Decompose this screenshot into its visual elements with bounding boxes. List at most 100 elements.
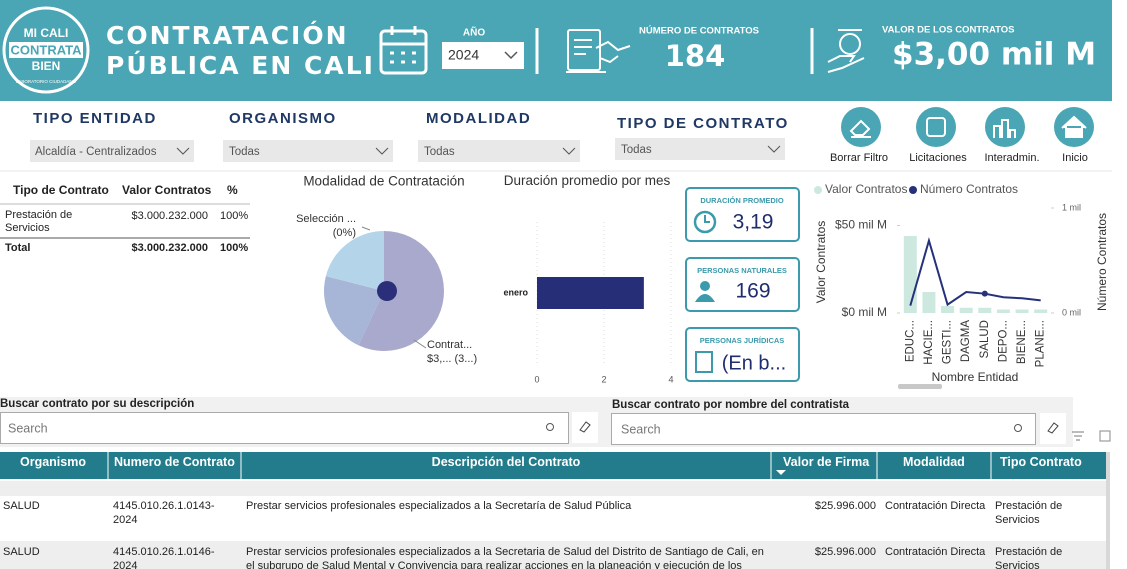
sort-icon[interactable] (776, 470, 786, 475)
table-header-band (0, 452, 1106, 479)
glyph (993, 119, 1016, 138)
row-band (0, 541, 1106, 569)
contracts-count: 184 (665, 39, 726, 73)
contract-icon (566, 29, 631, 73)
column-header[interactable]: Descripción del Contrato (431, 455, 581, 469)
slice-label: Contrat... $3,... (3...) (427, 339, 478, 365)
filter-dropdown[interactable] (30, 140, 194, 162)
chevron (562, 147, 576, 155)
table-cell: 100% (220, 210, 248, 222)
year-label: AÑO (463, 26, 485, 39)
x-tick-label: PLANE... (1035, 320, 1047, 367)
logo-text: BIEN (32, 59, 61, 73)
search-icon (546, 423, 554, 431)
button[interactable]: Inicio (1054, 107, 1094, 164)
row-band (0, 481, 1106, 496)
button[interactable]: Licitaciones (909, 107, 967, 164)
bar (1015, 309, 1029, 313)
table-cell: Contratación Directa (885, 500, 986, 512)
clear-button[interactable] (1040, 413, 1066, 444)
filter-dropdown[interactable] (223, 140, 393, 162)
kpi-value: (En b... (722, 352, 786, 374)
x-tick-label: DAGMA (960, 320, 972, 363)
year-value[interactable]: 2024 (448, 47, 479, 63)
button-label[interactable]: Inicio (1062, 152, 1088, 164)
filter-dropdown[interactable] (418, 140, 580, 162)
search-placeholder[interactable]: Search (621, 422, 661, 436)
legend-marker (814, 186, 822, 194)
filter-icon[interactable] (1072, 431, 1084, 441)
table-cell: Prestación de Servicios (5, 209, 73, 234)
bar (978, 307, 992, 313)
table-total: 100% (220, 242, 248, 254)
table-header: Tipo de Contrato (13, 183, 109, 197)
filter-value[interactable]: Alcaldía - Centralizados (35, 146, 157, 158)
focus-icon[interactable] (1099, 430, 1111, 442)
button-icon[interactable] (1054, 107, 1094, 147)
table-cell: 4145.010.26.1.0143-2024 (113, 500, 215, 526)
table-cell: $25.996.000 (814, 546, 876, 558)
button-icon[interactable] (916, 107, 956, 147)
glyph (926, 117, 946, 137)
legend-marker (909, 186, 917, 194)
kpi-label: PERSONAS NATURALES (697, 266, 787, 275)
calendar-icon (379, 26, 428, 75)
column-header[interactable]: Modalidad (903, 455, 965, 469)
filter-value[interactable]: Todas (229, 146, 260, 158)
glyph (1061, 115, 1087, 138)
bar (959, 307, 973, 313)
search-box[interactable] (0, 412, 569, 444)
logo-text: MI CALI (24, 26, 69, 40)
clear-icon (1047, 422, 1059, 434)
column-header[interactable]: Valor de Firma (783, 455, 870, 469)
table-cell: Contratación Directa (885, 546, 986, 558)
button-icon[interactable] (841, 107, 881, 147)
legend-label: Número Contratos (920, 182, 1018, 196)
year-dropdown[interactable] (442, 42, 524, 69)
filter: ORGANISMO Todas (223, 110, 393, 162)
button-label[interactable]: Interadmin. (984, 152, 1039, 164)
column-header[interactable]: Numero de Contrato (114, 455, 235, 469)
eraser-glyph (849, 119, 871, 138)
table-cell: SALUD (3, 546, 40, 558)
bar (903, 236, 917, 313)
button[interactable]: Interadmin. (984, 107, 1040, 164)
column-header[interactable]: Organismo (20, 455, 86, 469)
table-cell: 4145.010.26.1.0146-2024 (113, 546, 215, 569)
clear-button[interactable] (572, 412, 598, 443)
x-tick-label: HACIE... (923, 320, 935, 365)
search-box[interactable] (611, 413, 1036, 445)
table-cell: Prestación de Servicios (995, 546, 1063, 569)
scrollbar[interactable] (1106, 452, 1110, 569)
table-header: Valor Contratos (122, 183, 212, 197)
button-label[interactable]: Borrar Filtro (830, 152, 888, 164)
search-placeholder[interactable]: Search (8, 421, 48, 435)
bar (941, 306, 955, 313)
pie-slice (325, 231, 384, 291)
y-tick-label: $0 mil M (842, 305, 887, 319)
search-icon (1014, 424, 1022, 432)
button-label[interactable]: Licitaciones (909, 152, 967, 164)
x-tick-label: EDUC... (904, 320, 916, 362)
money-icon (827, 29, 865, 73)
table-cell: SALUD (3, 500, 40, 512)
filter-value[interactable]: Todas (424, 146, 455, 158)
y-tick-label: enero (503, 287, 528, 297)
filter-dropdown[interactable] (615, 138, 785, 160)
table-header: % (227, 183, 238, 197)
kpi-icon (700, 281, 710, 291)
filter: TIPO ENTIDAD Alcaldía - Centralizados (30, 110, 194, 162)
y2-tick-label: 0 mil (1062, 307, 1081, 317)
pie-center (377, 281, 397, 301)
button-icon[interactable] (985, 107, 1025, 147)
bar-chart: 0 2 4 enero (503, 222, 674, 384)
page-title: CONTRATACIÓN (106, 20, 349, 50)
contracts-label: NÚMERO DE CONTRATOS (639, 25, 759, 37)
filter-value[interactable]: Todas (621, 144, 652, 156)
button[interactable]: Borrar Filtro (830, 107, 888, 164)
column-header[interactable]: Tipo Contrato (1000, 455, 1082, 469)
filter: TIPO DE CONTRATO Todas (615, 115, 787, 160)
